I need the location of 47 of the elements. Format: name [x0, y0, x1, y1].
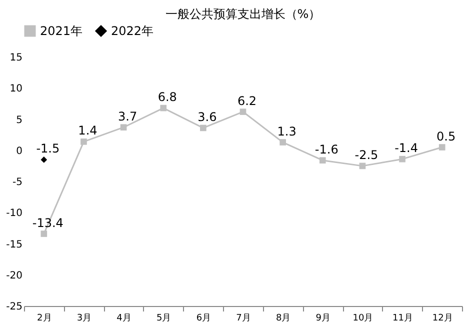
- y-tick-label: -15: [6, 239, 22, 250]
- y-tick-label: 5: [16, 114, 22, 126]
- x-tick-label: 2月: [37, 314, 52, 324]
- point: [280, 139, 286, 146]
- y-tick-label: 15: [10, 52, 22, 64]
- data-label: -1.5: [36, 142, 60, 156]
- y-tick-label: -20: [6, 270, 22, 282]
- point: [399, 156, 406, 162]
- point: [438, 144, 446, 150]
- chart-title: 一般公共预算支出增长（%）: [165, 7, 321, 21]
- point: [80, 138, 87, 145]
- data-label: -1.4: [394, 141, 418, 156]
- point: [40, 230, 48, 237]
- point: [240, 108, 246, 115]
- y-tick-label: 0: [16, 146, 22, 157]
- point: [40, 156, 48, 163]
- point: [319, 157, 326, 164]
- x-tick-label: 7月: [236, 314, 251, 324]
- x-tick-label: 10月: [352, 314, 374, 324]
- x-tick-label: 8月: [276, 314, 291, 324]
- y-tick-label: -5: [12, 177, 22, 188]
- x-tick-label: 9月: [316, 314, 331, 324]
- data-label: 3.6: [198, 110, 217, 124]
- point: [120, 124, 127, 131]
- y-tick-label: 10: [10, 84, 22, 95]
- y-tick-label: -25: [6, 302, 22, 312]
- data-label: 1.4: [78, 124, 98, 138]
- legend-label: 2021年: [40, 24, 83, 38]
- x-tick-label: 5月: [156, 314, 172, 324]
- data-label: -13.4: [32, 216, 64, 230]
- point: [200, 124, 206, 132]
- data-label: 1.3: [277, 124, 296, 138]
- point: [359, 162, 366, 170]
- x-tick-label: 11月: [392, 314, 413, 324]
- data-label: -1.6: [314, 142, 338, 156]
- data-label: 6.8: [158, 90, 177, 104]
- data-label: 3.7: [118, 109, 138, 124]
- y-tick-label: -10: [6, 208, 22, 220]
- data-label: -2.5: [354, 148, 378, 162]
- data-label: 0.5: [436, 129, 456, 144]
- x-tick-label: 4月: [116, 314, 132, 324]
- x-tick-label: 3月: [76, 314, 92, 324]
- x-tick-label: 6月: [196, 314, 212, 324]
- data-label: 6.2: [237, 94, 257, 108]
- point: [160, 104, 167, 112]
- x-tick-label: 12月: [432, 314, 453, 324]
- legend-label: 2022年: [111, 24, 154, 38]
